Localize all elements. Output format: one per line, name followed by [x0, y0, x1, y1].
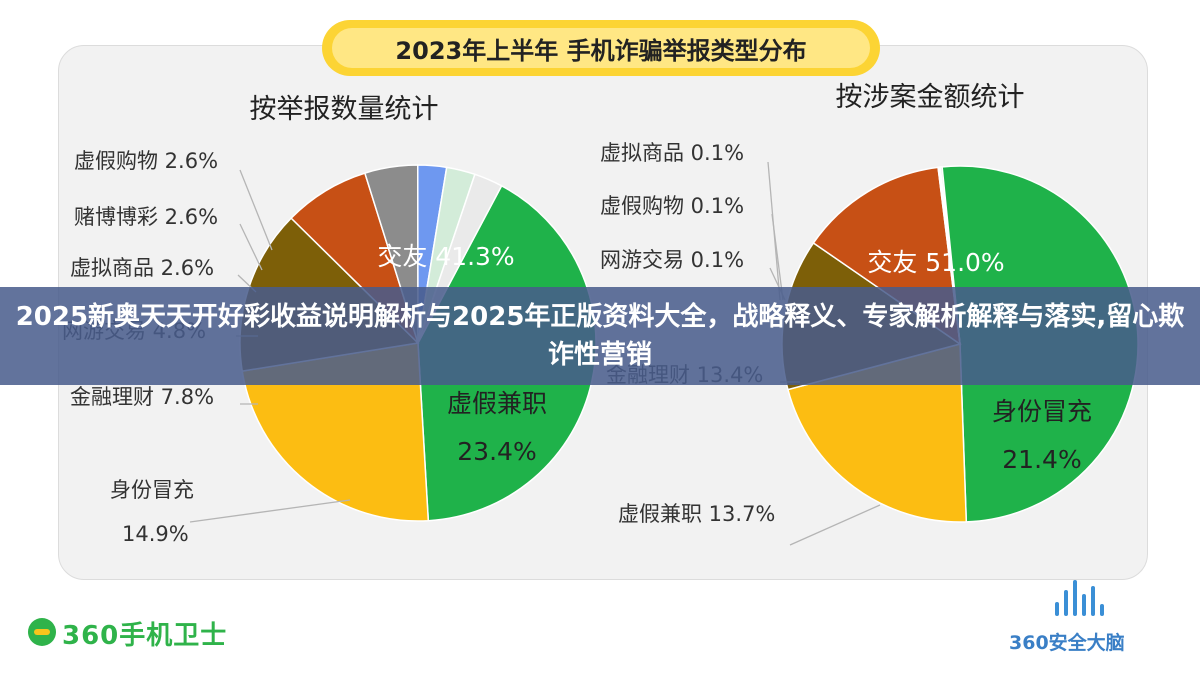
chart-1-label-1: 交友 41.3%	[377, 242, 514, 271]
chart-2-label-6: 虚假购物 0.1%	[600, 194, 744, 218]
logo-left-label: 360手机卫士	[62, 621, 228, 651]
logo-right-label: 360安全大脑	[1009, 632, 1125, 654]
chart-1-label-3-value: 14.9%	[122, 522, 189, 546]
shield-logo-icon	[28, 618, 56, 646]
chart-1-leader-8	[239, 169, 273, 251]
chart-2-label-1: 交友 51.0%	[867, 248, 1004, 277]
chart-1-leader-3	[189, 499, 351, 523]
chart-1-label-7: 赌博博彩 2.6%	[74, 205, 218, 229]
chart-2-label-3: 虚假兼职 13.7%	[618, 502, 775, 526]
chart-2-label-2-value: 21.4%	[1002, 445, 1081, 474]
chart-1-slice-2	[241, 342, 430, 522]
title-banner-inner	[332, 28, 870, 68]
chart-1-label-6: 虚拟商品 2.6%	[70, 256, 214, 280]
chart-2-leader-7	[767, 161, 781, 301]
chart-1-leader-7	[239, 223, 263, 271]
chart-2-label-5: 网游交易 0.1%	[600, 248, 744, 272]
sound-wave-icon	[1055, 576, 1115, 616]
overlay-banner-text: 2025新奥天天开好彩收益说明解析与2025年正版资料大全，战略释义、专家解析解…	[15, 302, 1185, 370]
logo-360-security-brain: 360安全大脑	[1005, 576, 1165, 656]
chart-1-label-3: 身份冒充	[110, 478, 194, 502]
chart-1-title: 按举报数量统计	[250, 94, 439, 125]
chart-2-leader-3	[789, 504, 881, 546]
title-banner: 2023年上半年 手机诈骗举报类型分布	[322, 20, 880, 76]
chart-1-label-2: 虚假兼职	[447, 389, 547, 418]
chart-1-label-4: 金融理财 7.8%	[70, 385, 214, 409]
chart-1-label-2-value: 23.4%	[457, 437, 536, 466]
chart-title: 2023年上半年 手机诈骗举报类型分布	[395, 36, 807, 65]
chart-1-label-8: 虚假购物 2.6%	[74, 149, 218, 173]
chart-2-title: 按涉案金额统计	[836, 82, 1025, 113]
overlay-banner: 2025新奥天天开好彩收益说明解析与2025年正版资料大全，战略释义、专家解析解…	[0, 287, 1200, 385]
chart-2-slice-2	[787, 343, 968, 523]
chart-2-label-2: 身份冒充	[992, 397, 1092, 426]
chart-2-label-7: 虚拟商品 0.1%	[600, 141, 744, 165]
